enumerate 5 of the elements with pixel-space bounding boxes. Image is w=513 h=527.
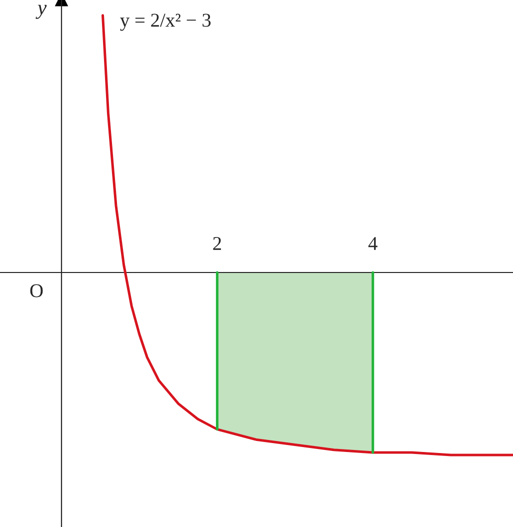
- x-tick-label: 4: [368, 237, 378, 250]
- y-axis-title: y: [36, 4, 47, 19]
- annotation: y = 2/x² − 3: [120, 14, 211, 31]
- x-tick-label: 2: [213, 237, 221, 250]
- annotation: O: [30, 284, 43, 298]
